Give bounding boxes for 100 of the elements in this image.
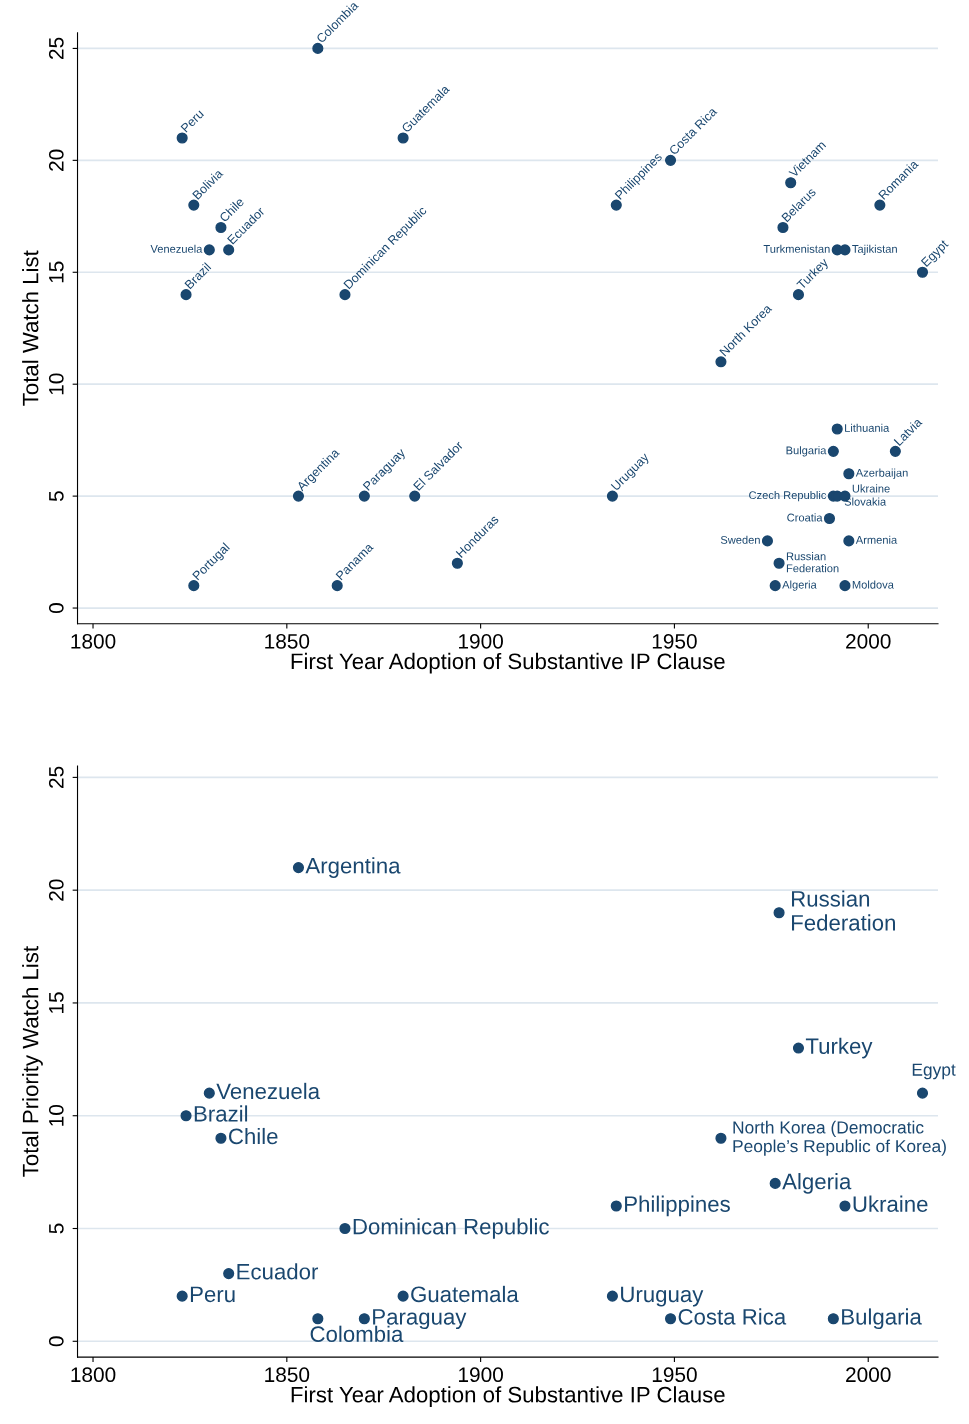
annotation: North Korea (Democratic People’s Republic of Korea) [733, 1120, 946, 1156]
point [176, 1290, 188, 1302]
annotation: Guatemala [411, 1285, 519, 1303]
annotation: Turkmenistan [763, 244, 830, 253]
annotation: Venezuela [150, 244, 203, 253]
point [180, 1110, 192, 1122]
point [176, 132, 188, 144]
annotation: Uruguay [621, 1286, 704, 1307]
y-tick-label: 15 [49, 992, 64, 1013]
annotation: Azerbaijan [855, 468, 908, 479]
annotation: Philippines [625, 1195, 730, 1217]
x-tick-label: 1800 [71, 1367, 116, 1383]
point [358, 490, 370, 502]
point [827, 1313, 839, 1325]
x-tick-label: 1800 [71, 633, 116, 649]
x-tick-label: 2000 [846, 1367, 891, 1383]
x-tick-label: 1900 [459, 1367, 503, 1383]
point [312, 42, 324, 54]
point [312, 1313, 324, 1325]
x-tick-label: 2000 [846, 633, 891, 649]
point [223, 1268, 235, 1280]
x-tick-label: 1850 [265, 1367, 310, 1383]
annotation: Dominican Republic [353, 1218, 549, 1239]
annotation: Algeria [782, 1173, 852, 1194]
point [188, 199, 200, 211]
y-tick-label: 25 [48, 37, 64, 59]
point [715, 1132, 727, 1144]
annotation: Bulgaria [842, 1308, 922, 1330]
x-tick-label: 1950 [652, 1367, 697, 1383]
annotation: Turkey [805, 1037, 873, 1059]
annotation: Lithuania [845, 423, 890, 432]
annotation: Sweden [720, 535, 760, 544]
point [451, 557, 463, 569]
point [839, 580, 851, 592]
point [215, 1132, 227, 1144]
annotation: Algeria [782, 580, 817, 591]
point [188, 580, 200, 592]
y-tick-label: 0 [48, 603, 64, 614]
point [769, 1177, 781, 1189]
y-tick-label: 10 [48, 1104, 64, 1126]
annotation: Czech Republic [749, 490, 827, 502]
point [916, 1087, 929, 1099]
x-tick-label: 1900 [459, 633, 503, 649]
point [843, 535, 855, 547]
y-tick-label: 20 [48, 149, 64, 171]
point [610, 1200, 622, 1212]
annotation: Croatia [787, 513, 823, 522]
point [792, 1042, 805, 1054]
annotation: Ecuador [237, 1263, 319, 1280]
point [292, 490, 305, 502]
x-tick-label: 1950 [652, 633, 697, 649]
annotation: Argentina [305, 857, 401, 878]
point [397, 1290, 409, 1302]
point [409, 490, 421, 502]
annotation: Venezuela [216, 1082, 321, 1100]
point [203, 1087, 215, 1099]
point [715, 356, 727, 368]
point [823, 512, 836, 525]
annotation: Ukraine [853, 1195, 928, 1212]
point [831, 423, 843, 435]
point [874, 199, 886, 211]
point [664, 1313, 677, 1325]
point [761, 535, 774, 547]
annotation: Ukraine [852, 484, 890, 493]
y-axis-title: Total Watch List [22, 250, 39, 406]
y-tick-label: 15 [49, 261, 64, 283]
annotation: Egypt [912, 1063, 956, 1080]
annotation: Bulgaria [786, 446, 827, 457]
y-tick-label: 10 [48, 373, 64, 395]
y-tick-label: 0 [48, 1336, 64, 1347]
point [397, 132, 409, 144]
y-tick-label: 5 [49, 491, 64, 502]
annotation: Russian Federation [786, 552, 839, 573]
point [773, 557, 785, 569]
annotation: Costa Rica [678, 1308, 787, 1325]
point [889, 445, 901, 457]
x-axis-title: First Year Adoption of Substantive IP Clause [291, 1386, 725, 1407]
point [339, 289, 351, 301]
point [606, 490, 618, 502]
annotation: Moldova [852, 580, 894, 589]
point [827, 445, 839, 457]
point [916, 266, 929, 278]
point [358, 1313, 370, 1325]
annotation: Tajikistan [852, 244, 897, 256]
x-axis-title: First Year Adoption of Substantive IP Clause [291, 652, 725, 674]
point [769, 580, 781, 592]
point [773, 907, 785, 919]
point [777, 221, 789, 234]
y-tick-label: 25 [48, 766, 64, 788]
point [223, 244, 235, 256]
point [180, 289, 192, 301]
point [839, 1200, 851, 1212]
point [664, 154, 677, 166]
point [215, 221, 227, 234]
y-axis-title: Total Priority Watch List [22, 946, 43, 1177]
point [292, 862, 305, 874]
point [785, 177, 797, 189]
annotation: Chile [229, 1127, 278, 1145]
point [203, 244, 215, 256]
annotation: Brazil [194, 1105, 248, 1122]
